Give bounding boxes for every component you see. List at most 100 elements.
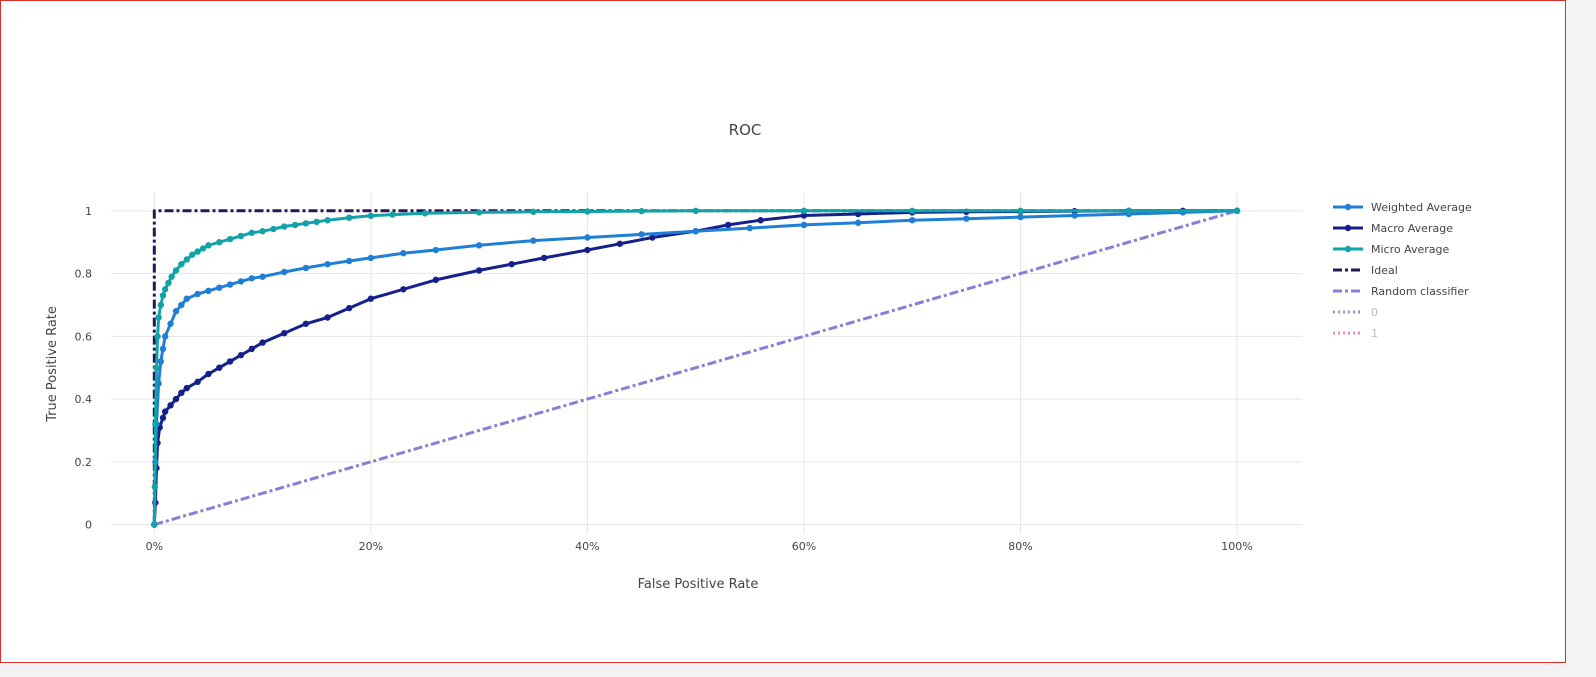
data-point (189, 251, 196, 258)
data-point (475, 242, 483, 249)
data-point (199, 245, 207, 252)
chart-frame (0, 0, 1566, 663)
data-point (1071, 212, 1078, 219)
vertical-scrollbar[interactable] (1566, 0, 1596, 677)
data-point (259, 228, 266, 235)
data-point (205, 242, 212, 249)
data-point (584, 234, 591, 241)
data-point (168, 273, 175, 280)
data-point (692, 228, 699, 235)
data-point (248, 229, 255, 236)
x-axis-ticks: 0% 20% 40% 60% 80% 100% (146, 540, 1253, 553)
legend-label: Weighted Average (1371, 201, 1472, 214)
data-point (367, 212, 375, 220)
data-point (248, 275, 255, 282)
data-point (584, 246, 591, 254)
data-point (172, 395, 180, 403)
data-point (183, 256, 190, 263)
data-point (291, 221, 299, 229)
data-point (167, 320, 174, 327)
legend-item: Ideal (1333, 264, 1398, 277)
roc-chart: ROC 0% 20% 40% 60% 80% 100% 0 0.2 0.4 0.6 0.8 1 Fa… (45, 121, 1472, 592)
legend-item: 0 (1333, 306, 1378, 319)
data-point (757, 217, 764, 224)
legend-item: Micro Average (1333, 243, 1450, 256)
legend-item: 1 (1333, 327, 1378, 340)
legend: Weighted Average Macro Average Micro Avera… (1333, 201, 1472, 340)
legend-label: Macro Average (1371, 222, 1453, 235)
data-point (909, 207, 916, 215)
data-point (172, 308, 180, 315)
y-axis-title: True Positive Rate (45, 306, 60, 423)
data-point (159, 292, 167, 299)
data-point (324, 314, 331, 321)
data-point (324, 217, 331, 224)
data-point (216, 239, 223, 246)
data-point (800, 212, 808, 219)
data-point (281, 223, 288, 230)
data-point (161, 408, 169, 415)
y-tick-label: 0 (85, 519, 92, 532)
data-point (155, 314, 162, 321)
data-point (400, 249, 407, 257)
data-point (237, 278, 245, 285)
series-random-classifier (153, 209, 1238, 527)
series-line (152, 209, 1238, 525)
data-point (259, 273, 266, 280)
data-point (367, 254, 375, 262)
data-point (237, 351, 245, 359)
data-point (854, 210, 862, 218)
data-point (854, 219, 862, 226)
data-point (161, 286, 169, 293)
data-point (432, 276, 440, 284)
data-point (530, 237, 537, 244)
chart-title: ROC (729, 121, 762, 139)
data-point (313, 218, 320, 226)
data-point (475, 209, 483, 216)
y-tick-label: 0.2 (75, 456, 93, 469)
data-point (178, 301, 185, 309)
x-tick-label: 0% (146, 540, 163, 553)
x-tick-label: 40% (575, 540, 599, 553)
data-point (746, 224, 754, 232)
data-point (226, 235, 234, 243)
data-point (205, 370, 212, 378)
legend-marker (1344, 203, 1352, 211)
data-point (346, 257, 353, 265)
data-point (346, 214, 353, 221)
legend-label: Ideal (1371, 264, 1398, 277)
data-point (151, 521, 158, 528)
x-tick-label: 60% (792, 540, 816, 553)
data-point (152, 420, 159, 428)
data-point (194, 290, 201, 298)
y-tick-label: 1 (85, 205, 92, 218)
legend-item: Macro Average (1333, 222, 1453, 235)
data-point (1125, 207, 1132, 215)
data-point (432, 246, 440, 254)
data-point (540, 254, 548, 262)
data-point (216, 284, 223, 291)
data-point (302, 264, 310, 272)
data-point (157, 358, 165, 365)
data-point (302, 320, 310, 327)
data-point (248, 345, 255, 353)
data-point (638, 231, 645, 238)
data-point (800, 221, 808, 229)
horizontal-scrollbar[interactable] (0, 663, 1566, 677)
data-point (194, 378, 201, 386)
data-point (367, 295, 375, 302)
data-point (159, 345, 167, 353)
data-point (638, 207, 645, 215)
y-tick-label: 0.8 (75, 268, 93, 281)
data-point (237, 232, 245, 240)
data-point (226, 281, 234, 288)
data-point (389, 211, 396, 218)
data-point (584, 208, 591, 215)
data-point (616, 240, 624, 247)
data-point (346, 304, 353, 312)
data-point (165, 279, 172, 287)
data-point (161, 333, 169, 340)
data-point (724, 221, 732, 229)
legend-label: Random classifier (1371, 285, 1469, 298)
data-point (205, 287, 212, 295)
